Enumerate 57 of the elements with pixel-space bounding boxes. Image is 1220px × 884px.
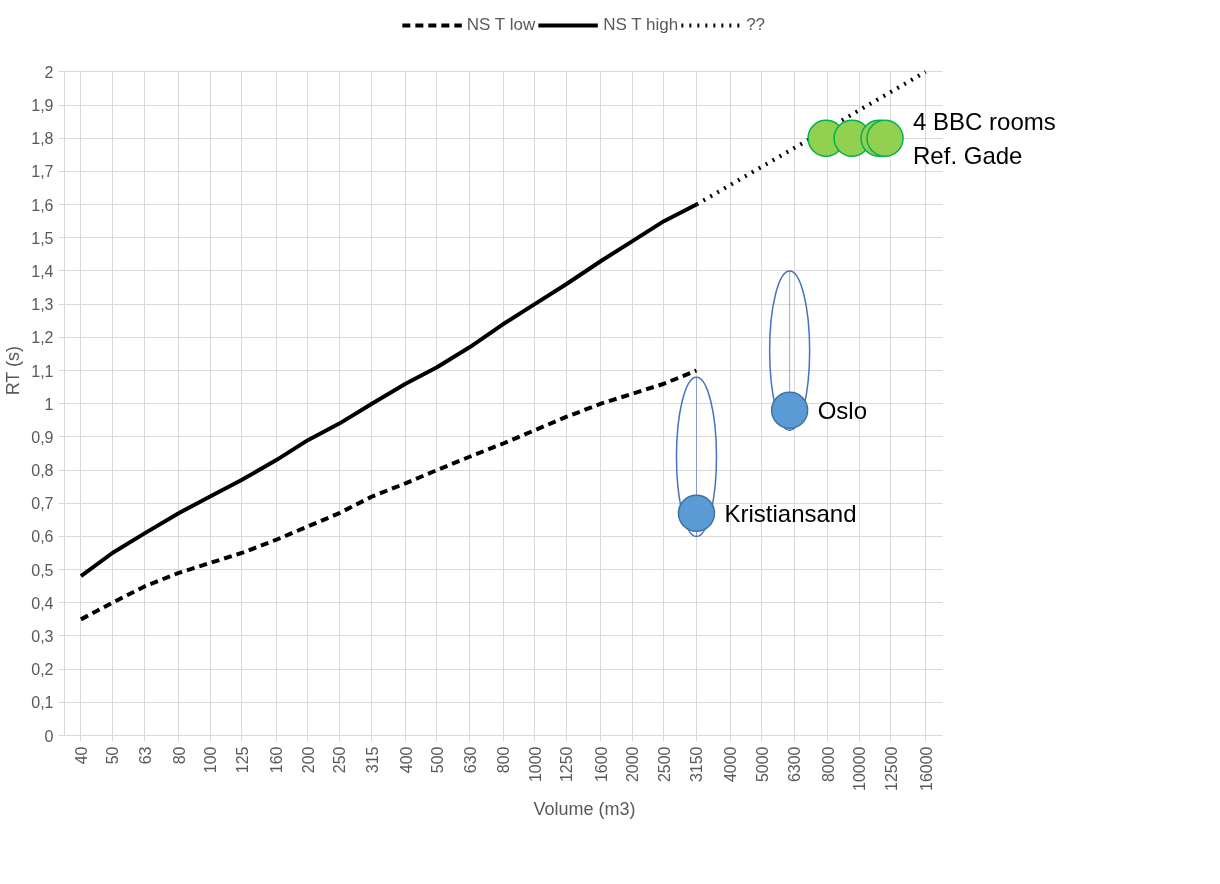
annotation: Oslo	[817, 396, 867, 424]
line-series	[78, 368, 699, 622]
x-tick-label: 40	[72, 746, 90, 765]
x-tick-label: 63	[136, 746, 154, 765]
y-tick-label: 1,4	[31, 262, 54, 280]
x-tick-label: 10000	[851, 746, 869, 791]
x-tick-label: 8000	[819, 746, 837, 783]
x-tick-label: 200	[299, 746, 317, 774]
x-tick-label: 4000	[722, 746, 740, 783]
x-tick-label: 16000	[917, 746, 935, 791]
x-tick-label: 50	[104, 746, 122, 765]
y-tick-label: 2	[44, 63, 54, 81]
x-tick-label: 800	[495, 746, 513, 774]
y-tick-label: 1,9	[31, 97, 54, 115]
x-tick-label: 1600	[592, 746, 610, 783]
x-tick-label: 6300	[786, 746, 804, 783]
x-tick-label: 2000	[624, 746, 642, 783]
y-tick-label: 0,2	[31, 661, 54, 679]
x-axis-title: Volume (m3)	[533, 798, 636, 819]
x-tick-label: 1000	[526, 746, 544, 783]
y-tick-label: 0,3	[31, 627, 54, 645]
y-tick-label: 1,1	[31, 362, 54, 380]
x-tick-label: 500	[429, 746, 446, 774]
x-tick-label: 12500	[882, 746, 900, 791]
y-tick-label: 0	[44, 727, 54, 745]
x-tick-label: 250	[331, 746, 349, 774]
legend-label: NS T low	[466, 15, 536, 35]
y-tick-label: 1,3	[31, 296, 54, 314]
annotation: 4 BBC rooms Ref. Gade	[913, 107, 1056, 169]
y-tick-label: 0,5	[31, 561, 54, 579]
x-tick-label: 400	[397, 746, 415, 774]
annotation: Kristiansand	[724, 499, 857, 527]
y-tick-label: 1,5	[31, 229, 54, 247]
y-axis-title: RT (s)	[3, 345, 24, 396]
legend-label: ??	[746, 15, 767, 35]
y-tick-label: 0,4	[31, 594, 54, 612]
x-tick-label: 1250	[558, 746, 576, 783]
x-tick-label: 80	[170, 746, 188, 765]
x-tick-label: 125	[233, 746, 251, 774]
x-tick-label: 5000	[753, 746, 771, 783]
y-tick-label: 0,6	[31, 528, 54, 546]
y-tick-label: 1,6	[31, 196, 54, 214]
y-tick-label: 0,8	[31, 462, 54, 480]
y-tick-label: 1	[44, 395, 54, 413]
x-tick-label: 160	[268, 746, 286, 774]
y-tick-label: 0,1	[31, 694, 54, 712]
x-tick-label: 100	[202, 746, 220, 774]
x-tick-label: 2500	[655, 746, 673, 783]
x-tick-label: 315	[363, 746, 381, 774]
x-tick-label: 630	[461, 746, 479, 774]
y-tick-label: 0,7	[31, 495, 54, 513]
y-tick-label: 1,8	[31, 130, 54, 148]
x-tick-label: 3150	[688, 746, 706, 783]
y-tick-label: 0,9	[31, 428, 54, 446]
y-tick-label: 1,7	[31, 163, 54, 181]
y-tick-label: 1,2	[31, 329, 54, 347]
legend-label: NS T high	[603, 15, 679, 35]
